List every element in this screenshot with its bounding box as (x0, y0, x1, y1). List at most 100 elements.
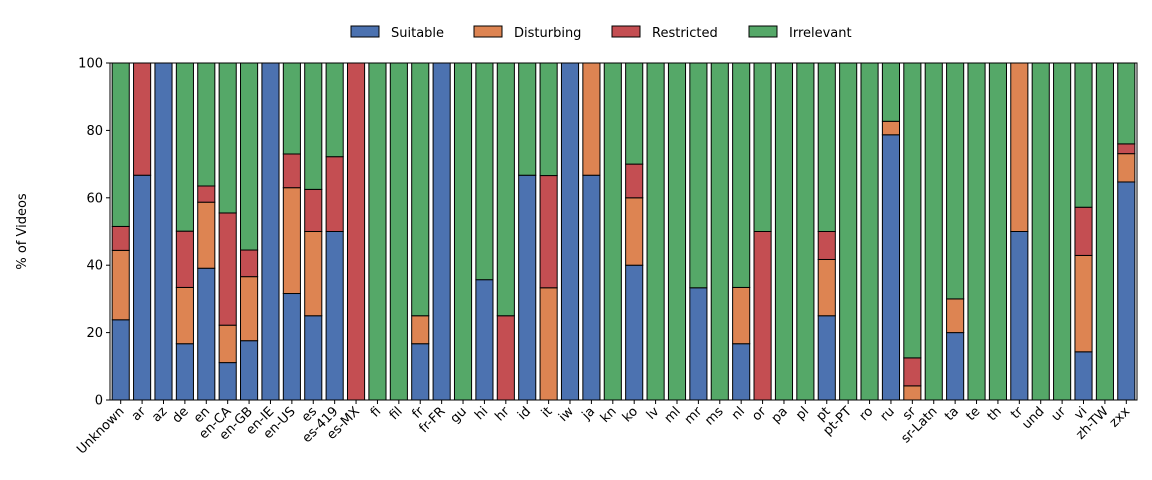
bar-restricted-sr (903, 357, 922, 387)
bar-irrelevant-es (304, 62, 323, 190)
bar-restricted-es-MX (346, 62, 366, 401)
bar-irrelevant-sr-Latn (924, 62, 943, 401)
x-tick-label: iw (556, 404, 577, 425)
bar-suitable-en-CA (218, 362, 237, 401)
bar-suitable-nl (732, 343, 751, 401)
x-tick-label: ru (878, 404, 898, 424)
y-axis-label: % of Videos (15, 193, 30, 270)
bar-irrelevant-en-CA (218, 62, 237, 214)
bar-irrelevant-nl (732, 62, 751, 288)
bar-irrelevant-en-GB (240, 62, 259, 251)
bar-suitable-en-GB (240, 340, 259, 401)
bar-irrelevant-en (197, 62, 216, 187)
x-tick-label: ur (1049, 404, 1070, 425)
bar-restricted-ko (625, 163, 644, 199)
bar-disturbing-it (539, 287, 558, 401)
bar-restricted-de (175, 230, 194, 288)
bar-disturbing-ko (625, 197, 644, 266)
bar-irrelevant-ru (881, 62, 901, 122)
bar-restricted-or (753, 231, 772, 401)
bar-irrelevant-es-419 (325, 62, 344, 158)
bar-restricted-hr (496, 315, 515, 401)
bar-disturbing-nl (732, 286, 751, 345)
bar-irrelevant-lv (646, 62, 665, 401)
x-tick-label: kn (598, 404, 620, 426)
bar-irrelevant-de (175, 62, 194, 232)
bar-disturbing-pt (817, 258, 836, 317)
bar-restricted-es (304, 188, 323, 233)
legend-swatch-disturbing (473, 25, 503, 38)
x-tick-label: ml (662, 404, 684, 426)
bar-irrelevant-und (1031, 62, 1050, 401)
x-tick-label: ja (579, 404, 599, 424)
legend-swatch-restricted (611, 25, 641, 38)
bar-disturbing-es (304, 231, 323, 317)
bar-suitable-iw (560, 62, 580, 401)
bar-suitable-vi (1074, 351, 1093, 401)
bar-irrelevant-or (753, 62, 772, 232)
bar-suitable-hi (475, 279, 494, 401)
bar-suitable-ta (946, 332, 965, 401)
legend-label-disturbing: Disturbing (514, 26, 581, 41)
bar-irrelevant-te (967, 62, 986, 401)
x-tick-label: zxx (1107, 404, 1134, 431)
legend-label-suitable: Suitable (391, 26, 444, 41)
y-tick-label: 80 (86, 124, 103, 139)
x-tick-label: it (539, 404, 556, 421)
bar-disturbing-tr (1010, 62, 1029, 232)
bar-suitable-ko (625, 264, 644, 401)
x-tick-label: nl (729, 404, 748, 423)
bar-irrelevant-ur (1053, 62, 1072, 401)
bar-disturbing-vi (1074, 254, 1093, 353)
x-tick-label: th (985, 404, 1005, 424)
bar-disturbing-ru (881, 120, 901, 136)
bar-restricted-it (539, 175, 558, 289)
legend-label-irrelevant: Irrelevant (789, 26, 852, 41)
legend: Suitable Disturbing Restricted Irrelevant (350, 25, 852, 41)
bar-irrelevant-pl (796, 62, 815, 401)
bar-irrelevant-zxx (1117, 62, 1136, 145)
bar-irrelevant-en-US (282, 62, 301, 155)
bar-irrelevant-pa (774, 62, 794, 401)
bar-suitable-en-US (282, 293, 301, 401)
y-tick-label: 0 (95, 394, 103, 409)
legend-label-restricted: Restricted (652, 26, 718, 41)
bar-disturbing-ta (946, 298, 965, 334)
bar-disturbing-zxx (1117, 153, 1136, 183)
x-tick-label: mr (682, 404, 706, 428)
bar-irrelevant-sr (903, 62, 922, 359)
bar-suitable-tr (1010, 231, 1029, 401)
bar-irrelevant-zh-TW (1095, 62, 1114, 401)
x-tick-label: hr (492, 404, 513, 425)
x-tick-label: id (515, 404, 534, 423)
x-tick-label: pl (793, 404, 812, 423)
bar-restricted-en-CA (218, 212, 237, 326)
bar-disturbing-sr (903, 385, 922, 401)
bar-irrelevant-ms (710, 62, 729, 401)
bar-suitable-es-419 (325, 231, 344, 401)
bar-irrelevant-th (988, 62, 1007, 401)
x-tick-label: hi (472, 404, 491, 423)
bar-restricted-en (197, 185, 216, 203)
bar-irrelevant-Unknown (111, 62, 130, 227)
x-tick-label: Unknown (74, 404, 127, 457)
y-tick-label: 40 (86, 259, 103, 274)
x-tick-label: ko (620, 404, 641, 425)
x-tick-label: ro (857, 404, 877, 424)
x-tick-label: fil (387, 404, 406, 423)
bar-suitable-en-IE (261, 62, 280, 401)
bar-irrelevant-ta (946, 62, 965, 300)
bars-group (111, 62, 1136, 401)
bar-irrelevant-id (518, 62, 537, 176)
bar-disturbing-ja (582, 62, 601, 176)
bar-irrelevant-it (539, 62, 558, 177)
bar-irrelevant-vi (1074, 62, 1093, 208)
bar-disturbing-en (197, 201, 216, 269)
bar-disturbing-Unknown (111, 249, 130, 321)
legend-swatch-irrelevant (748, 25, 778, 38)
bar-suitable-zxx (1117, 181, 1136, 401)
bar-restricted-zxx (1117, 143, 1136, 155)
bar-restricted-Unknown (111, 225, 130, 251)
x-tick-label: gu (448, 404, 470, 426)
